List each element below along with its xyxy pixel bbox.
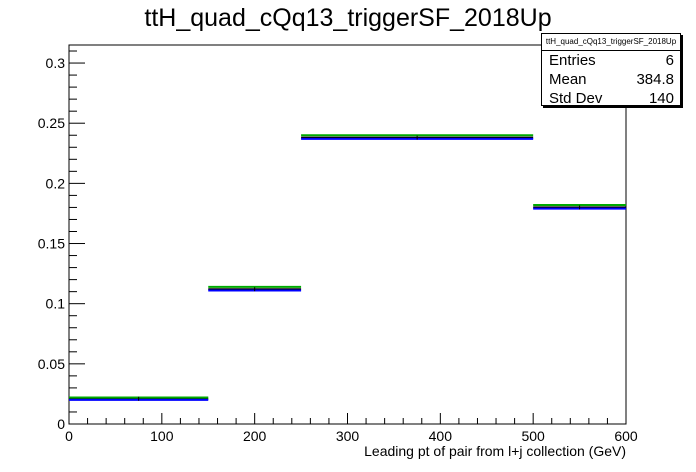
x-tick-label: 400	[429, 428, 453, 444]
x-tick-label: 200	[243, 428, 267, 444]
x-tick-label: 300	[336, 428, 360, 444]
entries-value: 6	[665, 52, 674, 69]
stats-entries-row: Entries 6	[542, 51, 680, 70]
stddev-label: Std Dev	[549, 90, 603, 107]
x-tick-label: 100	[150, 428, 174, 444]
y-tick-label: 0.3	[46, 55, 66, 71]
y-tick-label: 0.1	[46, 296, 66, 312]
stats-title: ttH_quad_cQq13_triggerSF_2018Up	[542, 34, 680, 51]
x-tick-label: 600	[614, 428, 638, 444]
y-tick-label: 0.15	[38, 236, 65, 252]
y-tick-label: 0.2	[46, 175, 66, 191]
x-tick-label: 500	[521, 428, 545, 444]
y-tick-label: 0.05	[38, 356, 65, 372]
stats-box: ttH_quad_cQq13_triggerSF_2018Up Entries …	[541, 33, 681, 108]
chart-title: ttH_quad_cQq13_triggerSF_2018Up	[144, 4, 552, 32]
mean-label: Mean	[549, 71, 587, 88]
stats-mean-row: Mean 384.8	[542, 70, 680, 89]
x-axis-label: Leading pt of pair from l+j collection (…	[364, 443, 626, 459]
x-tick-label: 0	[65, 428, 73, 444]
mean-value: 384.8	[636, 71, 674, 88]
y-tick-label: 0	[57, 416, 65, 432]
entries-label: Entries	[549, 52, 596, 69]
stats-stddev-row: Std Dev 140	[542, 89, 680, 108]
stddev-value: 140	[648, 90, 674, 107]
y-tick-label: 0.25	[38, 115, 65, 131]
